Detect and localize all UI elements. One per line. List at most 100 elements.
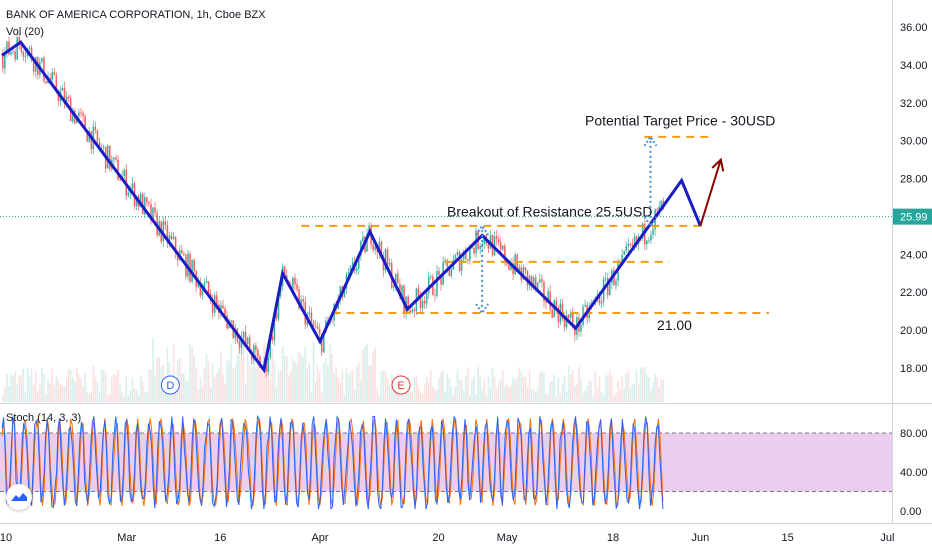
candle-body xyxy=(378,241,381,253)
candle-body xyxy=(362,236,364,242)
volume-bar xyxy=(253,352,255,402)
volume-bar xyxy=(65,377,68,402)
volume-bar xyxy=(207,360,210,402)
volume-bar xyxy=(419,392,422,402)
volume-bar xyxy=(139,374,142,402)
volume-bar xyxy=(423,384,426,402)
candle-body xyxy=(150,203,152,221)
time-tick-label: Jul xyxy=(880,532,894,544)
volume-bar xyxy=(111,377,113,402)
candle-body xyxy=(532,277,535,286)
stoch-axis-ticks: 0.00 40.00 80.00 xyxy=(900,428,928,518)
volume-bar xyxy=(244,383,247,402)
volume-bar xyxy=(454,386,457,402)
volume-bar xyxy=(518,367,521,402)
volume-bar xyxy=(135,389,138,402)
volume-bar xyxy=(222,374,224,402)
volume-bar xyxy=(471,380,473,402)
volume-bar xyxy=(604,374,607,402)
volume-bar xyxy=(485,395,488,402)
candle-body xyxy=(600,301,603,304)
volume-bar xyxy=(34,370,37,402)
volume-bar xyxy=(514,379,516,402)
volume-bar xyxy=(417,385,420,402)
volume-bar xyxy=(491,367,494,402)
volume-bar xyxy=(615,393,617,402)
volume-bar xyxy=(339,382,342,402)
candle-body xyxy=(71,110,74,122)
volume-bar xyxy=(92,366,95,402)
volume-bar xyxy=(341,370,344,402)
volume-bar xyxy=(386,379,389,402)
volume-bar xyxy=(296,363,298,402)
volume-bar xyxy=(137,394,140,402)
candle-body xyxy=(374,246,377,250)
volume-bar xyxy=(413,376,416,402)
volume-bar xyxy=(559,393,562,402)
volume-bar xyxy=(203,368,206,402)
candle-body xyxy=(283,266,286,276)
candle-body xyxy=(536,282,539,288)
candle-body xyxy=(273,312,276,341)
candle-body xyxy=(615,280,617,286)
price-axis-ticks: 18.0020.0022.0024.0026.0028.0030.0032.00… xyxy=(900,22,928,375)
volume-bar xyxy=(528,370,531,402)
candle-body xyxy=(215,295,218,305)
volume-bar xyxy=(629,387,632,402)
volume-bar xyxy=(30,368,33,402)
candle-body xyxy=(24,55,27,57)
volume-bar xyxy=(32,384,35,402)
candle-body xyxy=(294,277,296,285)
volume-bar xyxy=(143,392,146,402)
candle-body xyxy=(90,131,93,150)
stoch-tick-label: 40.00 xyxy=(900,467,928,479)
volume-bar xyxy=(654,373,656,402)
event-marker xyxy=(160,375,180,395)
volume-bar xyxy=(633,383,636,402)
volume-bar xyxy=(351,370,354,402)
volume-bar xyxy=(146,392,148,402)
volume-bar xyxy=(205,353,208,402)
volume-bar xyxy=(36,391,39,402)
candle-body xyxy=(557,307,560,323)
volume-bar xyxy=(660,379,663,402)
candle-body xyxy=(152,207,154,221)
volume-bar xyxy=(123,395,126,402)
volume-bar xyxy=(504,386,506,402)
volume-bar xyxy=(487,376,490,402)
volume-bar xyxy=(236,354,239,402)
volume-bar xyxy=(67,368,70,402)
volume-bar xyxy=(98,391,101,402)
candle-body xyxy=(141,193,144,215)
candle-body xyxy=(176,253,179,261)
volume-bar xyxy=(343,394,346,402)
price-tick-label: 28.00 xyxy=(900,174,928,186)
volume-bar xyxy=(588,379,591,402)
volume-bar xyxy=(460,379,463,402)
candle-body xyxy=(222,305,224,309)
candle-body xyxy=(555,300,558,308)
candle-body xyxy=(322,332,325,353)
candle-body xyxy=(197,282,200,287)
candle-body xyxy=(82,112,84,117)
volume-bar xyxy=(187,380,189,402)
candle-body xyxy=(246,337,249,344)
volume-bar xyxy=(88,393,91,402)
tradingview-logo-button[interactable] xyxy=(6,484,32,510)
candle-body xyxy=(530,276,533,286)
candle-body xyxy=(434,295,436,296)
volume-bar xyxy=(516,377,519,402)
volume-bar xyxy=(255,366,257,402)
volume-label: Vol (20) xyxy=(6,26,44,38)
volume-bar xyxy=(57,380,60,402)
candle-body xyxy=(189,253,191,282)
volume-bar xyxy=(639,366,642,402)
volume-bar xyxy=(273,361,276,402)
volume-bar xyxy=(467,367,469,402)
candle-body xyxy=(399,283,401,297)
candle-body xyxy=(224,308,226,316)
volume-bar xyxy=(300,353,302,402)
candle-body xyxy=(450,269,453,276)
volume-bar xyxy=(22,368,25,402)
volume-bar xyxy=(662,379,665,402)
